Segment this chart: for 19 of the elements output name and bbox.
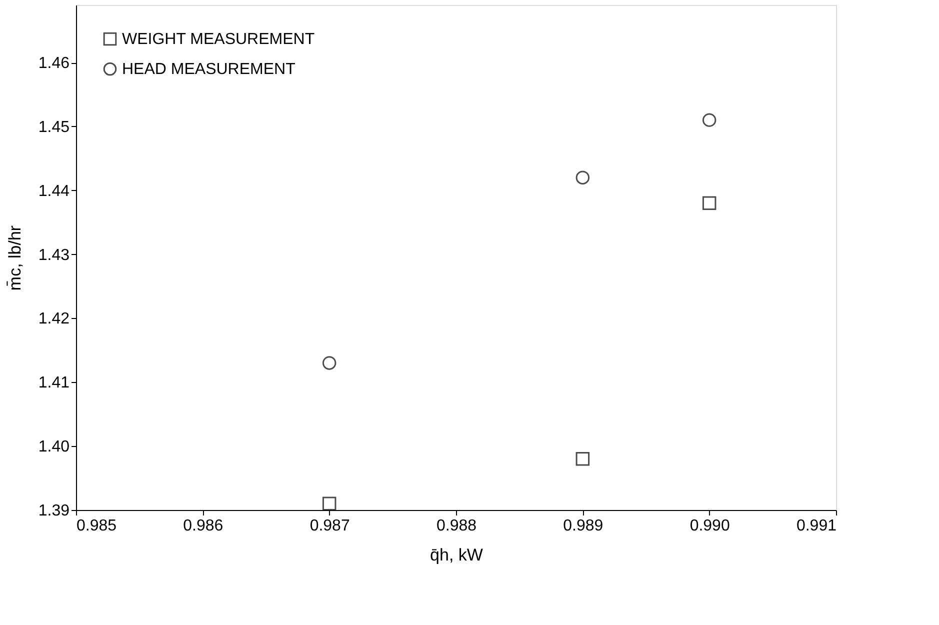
legend-label: HEAD MEASUREMENT xyxy=(122,61,296,78)
x-tick-label: 0.987 xyxy=(310,518,350,534)
x-tick-label: 0.991 xyxy=(796,518,837,534)
y-tick-label: 1.43 xyxy=(38,246,70,264)
y-tick-label: 1.41 xyxy=(38,374,70,392)
x-tick-label: 0.990 xyxy=(690,518,730,534)
y-tick-label: 1.42 xyxy=(38,310,70,328)
y-tick-label: 1.46 xyxy=(38,55,70,72)
x-tick-label: 0.988 xyxy=(436,518,477,534)
y-tick-label: 1.44 xyxy=(38,182,70,200)
y-axis-title: m̄c, lb/hr xyxy=(5,225,24,291)
y-tick-label: 1.39 xyxy=(38,502,70,520)
x-tick-label: 0.986 xyxy=(183,518,224,534)
x-tick-label: 0.989 xyxy=(563,518,604,534)
y-tick-label: 1.40 xyxy=(38,438,70,456)
x-axis-title: q̄h, kW xyxy=(430,546,483,564)
x-tick-label: 0.985 xyxy=(76,518,117,534)
y-tick-label: 1.45 xyxy=(38,118,70,136)
legend-label: WEIGHT MEASUREMENT xyxy=(122,31,315,48)
